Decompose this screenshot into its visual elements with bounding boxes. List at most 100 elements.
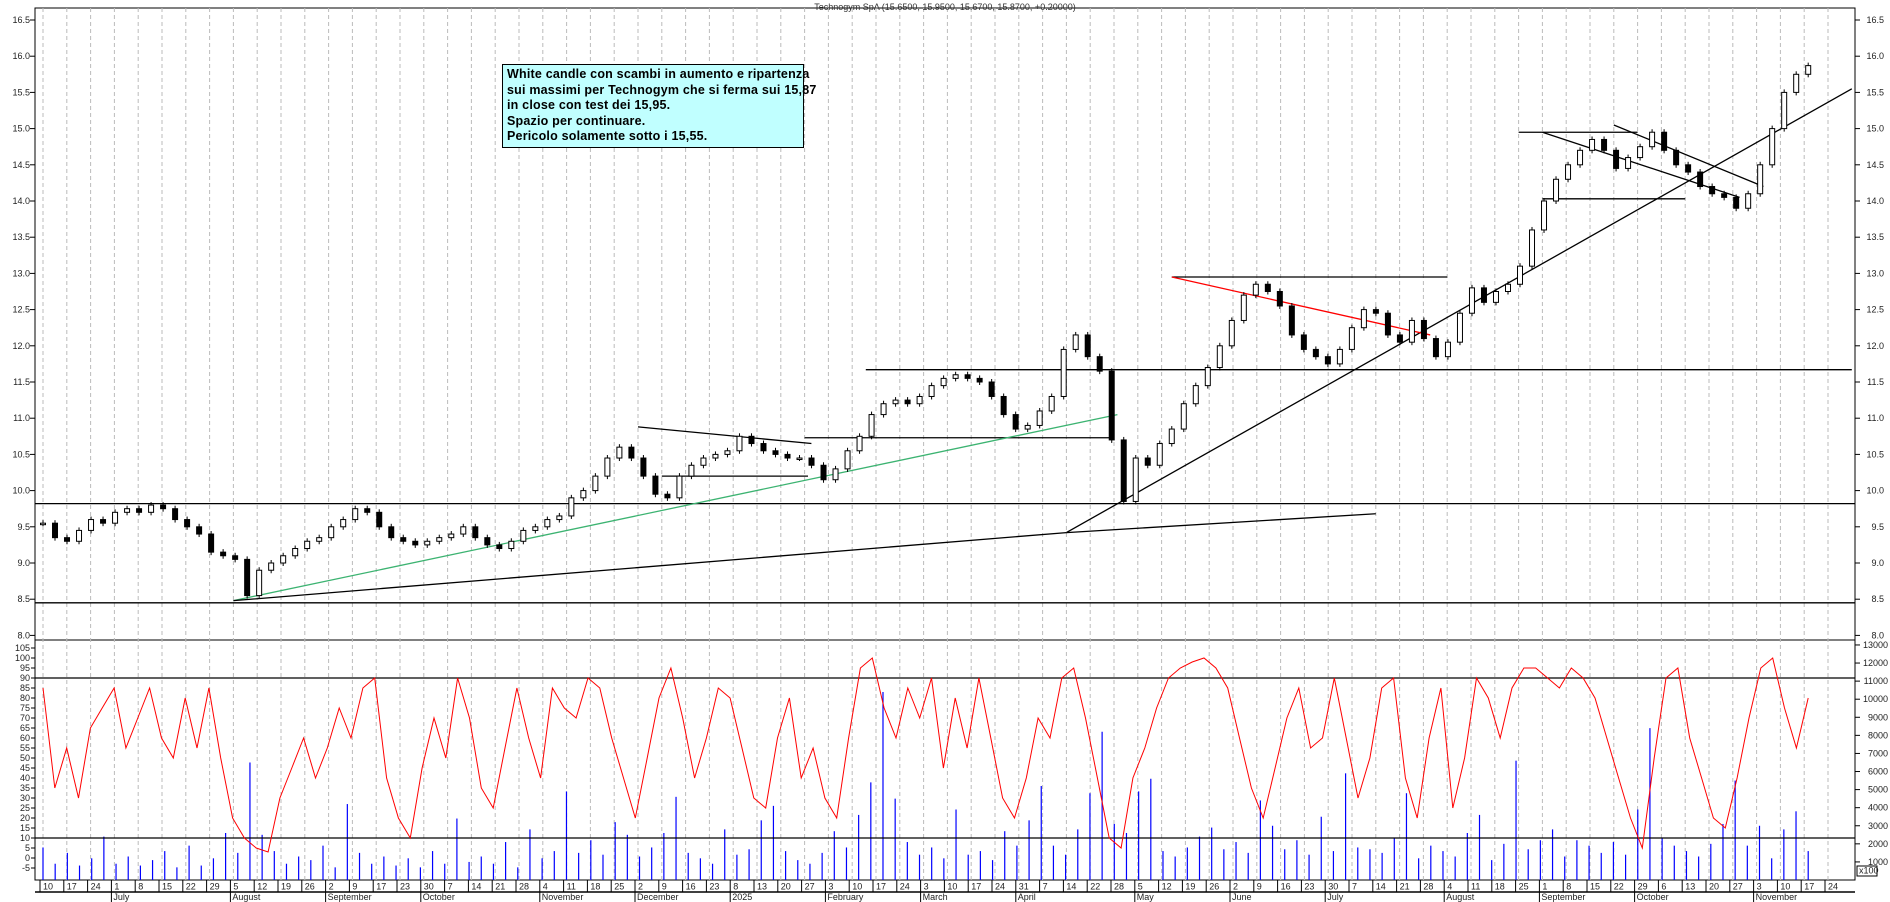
candle-down bbox=[1288, 305, 1295, 336]
price-axis-label: 8.5 bbox=[17, 594, 30, 604]
volume-axis-label: 5000 bbox=[1868, 785, 1888, 795]
month-label: September bbox=[1541, 892, 1585, 902]
price-axis-label: 12.5 bbox=[12, 305, 30, 315]
x-tick-label: 10 bbox=[43, 882, 53, 892]
candle-down bbox=[1372, 309, 1379, 314]
candle-down bbox=[1709, 186, 1716, 195]
price-axis-label: 14.5 bbox=[12, 160, 30, 170]
candle-down bbox=[1084, 334, 1091, 358]
candle-up bbox=[340, 519, 347, 528]
candle-down bbox=[1673, 149, 1680, 166]
volume-axis-label: 12000 bbox=[1863, 658, 1888, 668]
x-tick-label: 7 bbox=[1352, 882, 1357, 892]
candle-down bbox=[196, 526, 203, 535]
candle-up bbox=[508, 540, 515, 550]
x-tick-label: 8 bbox=[733, 882, 738, 892]
oscillator-axis-label: 5 bbox=[25, 843, 30, 853]
candle-down bbox=[136, 508, 143, 513]
x-tick-label: 24 bbox=[1828, 882, 1838, 892]
month-label: December bbox=[637, 892, 679, 902]
candle-down bbox=[1096, 356, 1103, 372]
price-axis-label-right: 15.5 bbox=[1866, 87, 1884, 97]
x-tick-label: 9 bbox=[662, 882, 667, 892]
price-axis-label-right: 14.5 bbox=[1866, 160, 1884, 170]
price-axis-label-right: 9.0 bbox=[1871, 558, 1884, 568]
x-tick-label: 14 bbox=[1066, 882, 1076, 892]
candle-down bbox=[1733, 196, 1740, 209]
x-tick-label: 16 bbox=[1281, 882, 1291, 892]
candle-up bbox=[1252, 283, 1259, 296]
price-axis-label-right: 11.5 bbox=[1867, 377, 1884, 387]
candle-down bbox=[244, 558, 251, 597]
chart-title: Technogym SpA (15.6500, 15.9500, 15.6700… bbox=[814, 2, 1076, 12]
candle-up bbox=[532, 526, 539, 531]
x-tick-label: 20 bbox=[1709, 882, 1719, 892]
candle-down bbox=[400, 537, 407, 542]
x-tick-label: 17 bbox=[1804, 882, 1814, 892]
x-tick-label: 18 bbox=[590, 882, 600, 892]
x-tick-label: 12 bbox=[1162, 882, 1172, 892]
price-axis-label: 9.0 bbox=[17, 558, 30, 568]
price-axis-label: 9.5 bbox=[17, 522, 30, 532]
x-tick-label: 15 bbox=[162, 882, 172, 892]
candle-down bbox=[1264, 283, 1271, 293]
candle-down bbox=[388, 526, 395, 539]
oscillator-axis-label: 55 bbox=[20, 743, 30, 753]
x-tick-label: 7 bbox=[448, 882, 453, 892]
candle-up bbox=[688, 464, 695, 477]
volume-axis-label: 4000 bbox=[1868, 803, 1888, 813]
month-label: October bbox=[423, 892, 455, 902]
candle-up bbox=[1541, 200, 1548, 231]
candle-down bbox=[220, 551, 227, 557]
candle-up bbox=[916, 395, 923, 405]
price-axis-label: 16.0 bbox=[12, 51, 30, 61]
x-tick-label: 28 bbox=[1423, 882, 1433, 892]
x-tick-label: 16 bbox=[686, 882, 696, 892]
x-tick-label: 24 bbox=[91, 882, 101, 892]
candle-down bbox=[784, 453, 791, 459]
price-axis-label-right: 16.5 bbox=[1866, 15, 1884, 25]
x-tick-label: 10 bbox=[1780, 882, 1790, 892]
oscillator-axis-label: 85 bbox=[20, 683, 30, 693]
candle-up bbox=[76, 529, 83, 542]
candle-down bbox=[376, 511, 383, 528]
x-tick-label: 1 bbox=[1542, 882, 1547, 892]
x-tick-label: 25 bbox=[614, 882, 624, 892]
price-axis-label-right: 13.0 bbox=[1866, 268, 1884, 278]
x-tick-label: 11 bbox=[1471, 882, 1480, 892]
red-trendline bbox=[1171, 276, 1431, 336]
oscillator-axis-label: 10 bbox=[20, 833, 30, 843]
candle-up bbox=[1408, 319, 1415, 343]
month-label: 2025 bbox=[732, 892, 752, 902]
x-tick-label: 28 bbox=[519, 882, 529, 892]
candle-up bbox=[1156, 443, 1163, 466]
volume-axis-label: 2000 bbox=[1868, 839, 1888, 849]
oscillator-line bbox=[42, 657, 1809, 853]
indicator-panel-frame bbox=[34, 639, 1856, 881]
x-tick-label: 23 bbox=[400, 882, 410, 892]
oscillator-axis-label: 25 bbox=[20, 803, 30, 813]
x-tick-label: 17 bbox=[376, 882, 386, 892]
x-tick-label: 19 bbox=[1185, 882, 1195, 892]
price-axis-label: 11.5 bbox=[13, 377, 30, 387]
candle-up bbox=[1444, 341, 1451, 358]
x-tick-label: 9 bbox=[1257, 882, 1262, 892]
price-axis-label-right: 13.5 bbox=[1866, 232, 1884, 242]
oscillator-axis-label: 50 bbox=[20, 753, 30, 763]
candle-up bbox=[1348, 327, 1355, 350]
price-axis-label-right: 11.0 bbox=[1867, 413, 1884, 423]
candle-down bbox=[52, 522, 59, 539]
trendline bbox=[1066, 88, 1853, 534]
oscillator-axis-label: 95 bbox=[20, 663, 30, 673]
candle-down bbox=[100, 519, 107, 524]
candle-down bbox=[232, 555, 239, 560]
x-tick-label: 22 bbox=[186, 882, 196, 892]
candle-up bbox=[256, 569, 263, 597]
month-label: May bbox=[1137, 892, 1155, 902]
volume-axis-label: 8000 bbox=[1868, 730, 1888, 740]
candle-up bbox=[1745, 193, 1752, 209]
candle-up bbox=[1072, 334, 1079, 350]
x-tick-label: 13 bbox=[757, 882, 767, 892]
candle-up bbox=[1228, 319, 1235, 347]
x-tick-label: 30 bbox=[1328, 882, 1338, 892]
